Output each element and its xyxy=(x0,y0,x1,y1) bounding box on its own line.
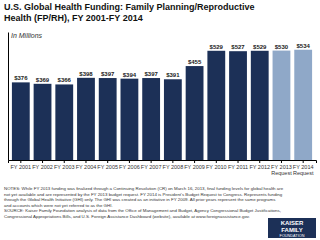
x-tick-mark xyxy=(151,160,152,163)
x-tick-mark xyxy=(64,160,65,163)
title: U.S. Global Health Funding: Family Plann… xyxy=(4,2,255,23)
x-tick-mark xyxy=(281,160,282,163)
data-label: $369 xyxy=(36,77,50,83)
x-tick: FY 2004 xyxy=(76,160,97,170)
note: Congressional Appropriations Bills, and … xyxy=(4,214,250,219)
data-label: $529 xyxy=(253,44,267,50)
bar xyxy=(99,78,117,160)
data-label: $527 xyxy=(231,44,245,50)
x-tick: FY 2008 xyxy=(163,160,184,170)
x-tick-mark xyxy=(303,160,304,163)
bar xyxy=(34,84,52,160)
x-tick: FY 2007 xyxy=(141,160,162,170)
note: NOTES: While FY 2013 funding was finaliz… xyxy=(4,186,284,191)
x-tick-label: FY 2011 xyxy=(228,164,248,170)
data-label: $376 xyxy=(14,75,28,81)
bar xyxy=(207,51,225,160)
x-tick-label: FY 2009 xyxy=(184,164,205,170)
y-axis-line xyxy=(8,33,9,161)
bar xyxy=(12,82,30,160)
x-tick-label: FY 2005 xyxy=(97,164,118,170)
x-tick: FY 2006 xyxy=(119,160,140,170)
bar xyxy=(77,78,95,160)
bar xyxy=(121,79,139,160)
x-tick: FY 2001 xyxy=(10,160,31,170)
data-label: $530 xyxy=(275,44,289,50)
note: not yet available and are represented by… xyxy=(4,192,283,197)
x-tick: FY 2014Request xyxy=(293,160,314,176)
x-tick-mark xyxy=(85,160,86,163)
data-label: $398 xyxy=(79,71,93,77)
x-tick-label: FY 2014Request xyxy=(293,164,314,176)
data-label: $391 xyxy=(166,72,180,78)
bar xyxy=(164,79,182,160)
note: SOURCE: Kaiser Family Foundation analysi… xyxy=(4,208,281,213)
x-tick-label: FY 2006 xyxy=(119,164,140,170)
data-label: $529 xyxy=(210,44,224,50)
bar xyxy=(273,51,291,160)
data-label: $397 xyxy=(144,71,158,77)
data-label: $394 xyxy=(123,72,137,78)
chart: U.S. Global Health Funding: Family Plann… xyxy=(0,0,320,240)
x-tick-mark xyxy=(216,160,217,163)
bar xyxy=(186,66,204,160)
x-tick-label: FY 2008 xyxy=(163,164,184,170)
data-label: $366 xyxy=(58,77,72,83)
x-tick-mark xyxy=(238,160,239,163)
x-tick: FY 2002 xyxy=(32,160,53,170)
logo-text: FAMILY xyxy=(281,227,302,233)
bar xyxy=(251,51,269,160)
note: through the Global Health Initiative (GH… xyxy=(4,197,276,202)
x-tick: FY 2013Request xyxy=(271,160,292,176)
data-label: $397 xyxy=(101,71,115,77)
bar xyxy=(294,50,312,160)
x-tick-mark xyxy=(194,160,195,163)
bars xyxy=(12,50,312,160)
bar xyxy=(55,84,73,160)
x-tick-label: FY 2001 xyxy=(10,164,31,170)
x-axis-line xyxy=(9,161,317,164)
x-tick: FY 2011 xyxy=(228,160,248,170)
data-labels: $376 $369 $366 $398 $397 $394 $397 $391 $455 $529… xyxy=(14,43,310,84)
x-tick-label: FY 2013Request xyxy=(271,164,292,176)
bar xyxy=(142,78,160,160)
x-tick-mark xyxy=(42,160,43,163)
subtitle: In Millions xyxy=(11,32,43,39)
x-axis: FY 2001FY 2002FY 2003FY 2004FY 2005FY 20… xyxy=(9,160,317,176)
x-tick-label: FY 2004 xyxy=(76,164,97,170)
x-tick: FY 2009 xyxy=(184,160,205,170)
bar xyxy=(229,51,247,160)
y-axis xyxy=(8,33,9,161)
notes: NOTES: While FY 2013 funding was finaliz… xyxy=(4,186,284,219)
data-label: $455 xyxy=(188,59,202,65)
x-tick-mark xyxy=(259,160,260,163)
logo: KAISERFAMILYFOUNDATION xyxy=(268,218,316,238)
x-tick-mark xyxy=(107,160,108,163)
x-tick-label: FY 2003 xyxy=(54,164,75,170)
x-tick-mark xyxy=(20,160,21,163)
note: and accounts which were not yet referred… xyxy=(4,203,113,208)
x-tick-label: FY 2007 xyxy=(141,164,162,170)
x-tick: FY 2005 xyxy=(97,160,118,170)
x-tick: FY 2003 xyxy=(54,160,75,170)
x-tick-mark xyxy=(172,160,173,163)
x-tick-label: FY 2010 xyxy=(206,164,227,170)
logo-text: KAISER xyxy=(281,220,304,226)
data-label: $534 xyxy=(297,43,311,49)
logo-box xyxy=(268,218,316,238)
x-tick: FY 2010 xyxy=(206,160,227,170)
x-tick-mark xyxy=(129,160,130,163)
x-tick-label: FY 2012 xyxy=(249,164,270,170)
logo-text: FOUNDATION xyxy=(280,234,305,238)
x-tick-label: FY 2002 xyxy=(32,164,53,170)
x-tick: FY 2012 xyxy=(249,160,270,170)
